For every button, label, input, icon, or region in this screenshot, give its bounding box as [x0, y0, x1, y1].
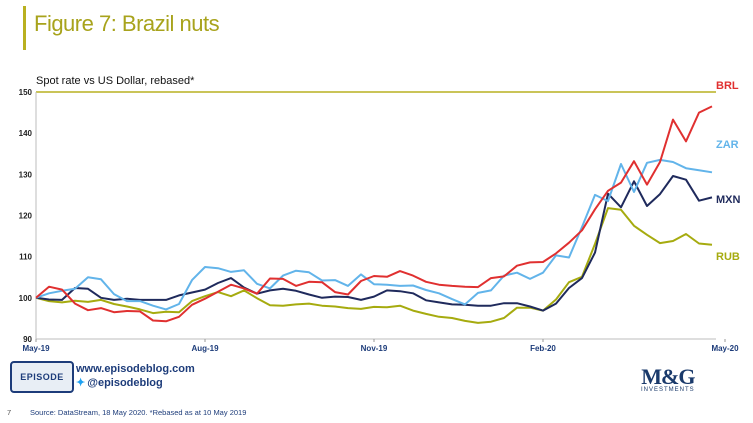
x-tick-label: May-20	[711, 344, 739, 353]
series-label-brl: BRL	[716, 80, 739, 92]
x-tick-label: May-19	[22, 344, 50, 353]
series-line-brl	[35, 105, 713, 323]
twitter-handle[interactable]: @episodeblog	[87, 377, 163, 389]
y-tick-label: 100	[19, 294, 33, 303]
source-note: Source: DataStream, 18 May 2020. *Rebase…	[30, 408, 247, 417]
twitter-handle-row[interactable]: ✦ @episodeblog	[76, 376, 195, 390]
series-label-mxn: MXN	[716, 194, 741, 206]
y-tick-label: 140	[19, 129, 33, 138]
episode-logo[interactable]: EPISODE	[10, 361, 74, 393]
title-accent-bar	[23, 6, 26, 50]
series-line-rub	[35, 207, 713, 324]
series-line-zar	[35, 158, 713, 311]
company-logo: M&G INVESTMENTS	[641, 364, 695, 393]
x-tick-label: Aug-19	[191, 344, 219, 353]
twitter-bird-icon: ✦	[76, 377, 86, 389]
chart-subtitle: Spot rate vs US Dollar, rebased*	[36, 75, 195, 87]
company-logo-subtext: INVESTMENTS	[641, 387, 695, 393]
x-tick-label: Feb-20	[530, 344, 556, 353]
y-tick-label: 120	[19, 212, 33, 221]
blog-links: www.episodeblog.com ✦ @episodeblog	[76, 362, 195, 390]
series-line-mxn	[35, 175, 713, 312]
page-title: Figure 7: Brazil nuts	[34, 11, 220, 36]
y-tick-label: 110	[19, 253, 32, 262]
series-label-rub: RUB	[716, 251, 740, 263]
company-logo-text: M&G	[641, 364, 695, 389]
page-number: 7	[7, 408, 12, 417]
website-link[interactable]: www.episodeblog.com	[76, 363, 195, 375]
y-tick-label: 150	[19, 88, 33, 97]
x-tick-label: Nov-19	[361, 344, 388, 353]
episode-logo-text: EPISODE	[20, 372, 64, 382]
y-tick-label: 90	[23, 335, 32, 344]
series-label-zar: ZAR	[716, 139, 739, 151]
y-tick-label: 130	[19, 170, 33, 179]
